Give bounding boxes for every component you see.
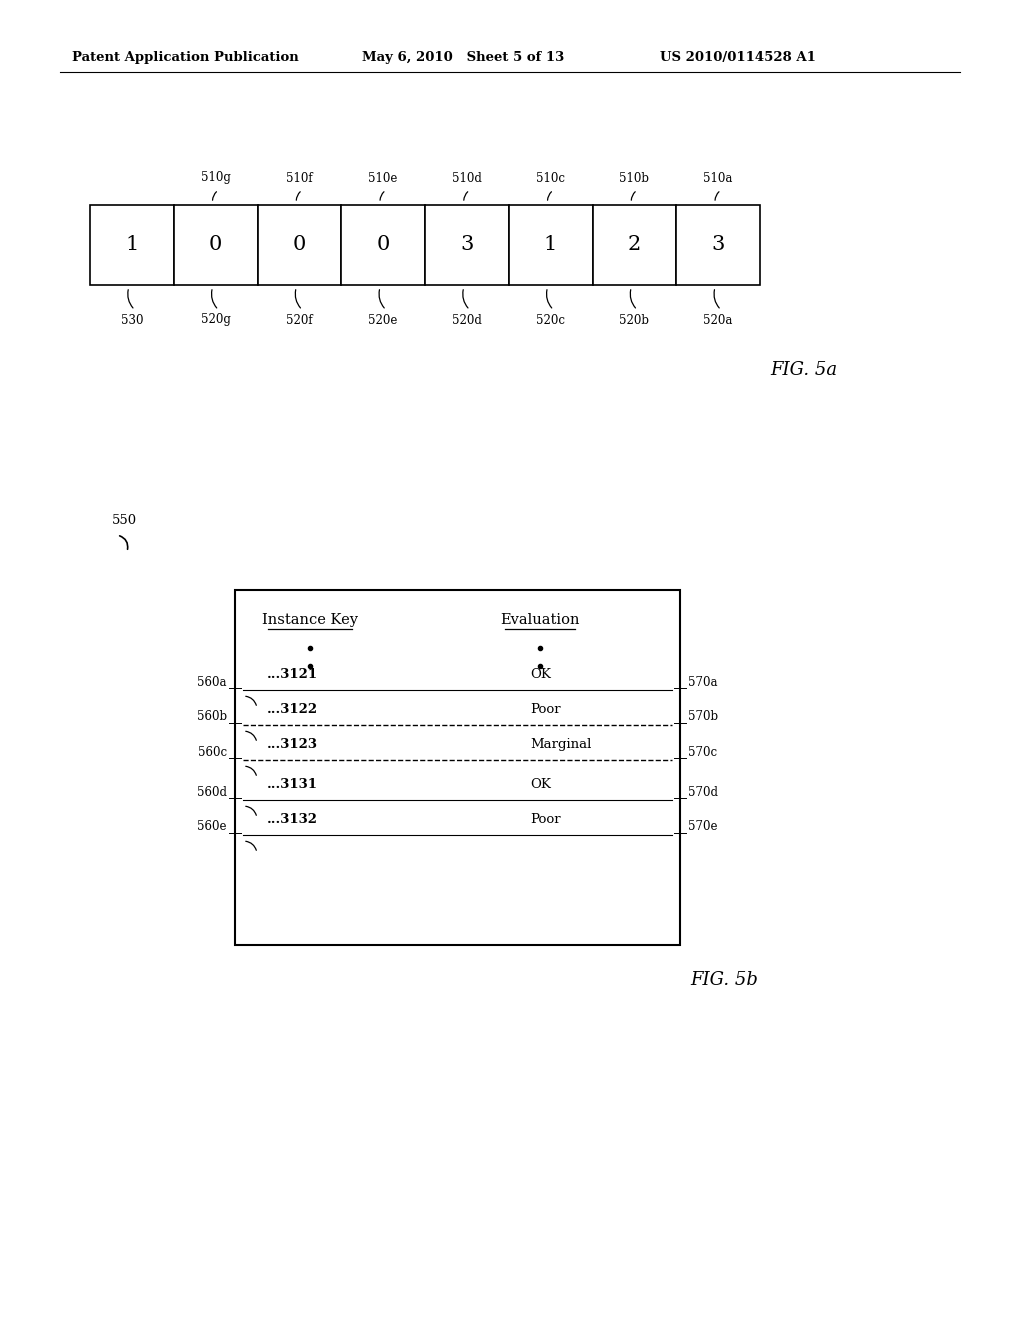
Text: 1: 1	[544, 235, 557, 255]
Text: Poor: Poor	[530, 813, 560, 826]
Text: 510e: 510e	[369, 172, 397, 185]
Text: OK: OK	[530, 777, 551, 791]
Bar	[425, 205, 509, 285]
Text: 510g: 510g	[201, 172, 230, 185]
Text: Patent Application Publication: Patent Application Publication	[72, 51, 299, 65]
Text: 570a: 570a	[688, 676, 718, 689]
Text: Marginal: Marginal	[530, 738, 592, 751]
Text: 520d: 520d	[452, 314, 482, 326]
Text: 0: 0	[209, 235, 222, 255]
Bar	[234, 590, 680, 945]
Bar	[174, 205, 257, 285]
Text: 520a: 520a	[703, 314, 733, 326]
Text: 570d: 570d	[688, 785, 718, 799]
Text: 570e: 570e	[688, 821, 718, 833]
Text: 520g: 520g	[201, 314, 230, 326]
Text: ...3121: ...3121	[267, 668, 318, 681]
Text: 550: 550	[112, 513, 137, 527]
Text: 3: 3	[712, 235, 725, 255]
Text: ...3123: ...3123	[267, 738, 318, 751]
Bar	[257, 205, 341, 285]
Text: Instance Key: Instance Key	[262, 612, 358, 627]
Text: 520f: 520f	[286, 314, 312, 326]
Text: 570b: 570b	[688, 710, 718, 723]
Text: FIG. 5a: FIG. 5a	[770, 360, 838, 379]
Text: 510f: 510f	[286, 172, 312, 185]
Text: 1: 1	[125, 235, 138, 255]
Text: US 2010/0114528 A1: US 2010/0114528 A1	[660, 51, 816, 65]
Text: 560d: 560d	[197, 785, 227, 799]
Text: 520c: 520c	[537, 314, 565, 326]
Text: 510c: 510c	[537, 172, 565, 185]
Text: 560b: 560b	[197, 710, 227, 723]
Text: 3: 3	[460, 235, 473, 255]
Text: 530: 530	[121, 314, 143, 326]
Text: 570c: 570c	[688, 746, 717, 759]
Text: ...3131: ...3131	[267, 777, 318, 791]
Text: 510b: 510b	[620, 172, 649, 185]
Text: 2: 2	[628, 235, 641, 255]
Text: 0: 0	[377, 235, 390, 255]
Text: 510a: 510a	[703, 172, 733, 185]
Bar	[593, 205, 676, 285]
Text: ...3132: ...3132	[267, 813, 318, 826]
Bar	[509, 205, 593, 285]
Text: 560a: 560a	[198, 676, 227, 689]
Bar	[676, 205, 760, 285]
Text: 560c: 560c	[198, 746, 227, 759]
Bar	[341, 205, 425, 285]
Text: 510d: 510d	[452, 172, 482, 185]
Text: 560e: 560e	[198, 821, 227, 833]
Text: 0: 0	[293, 235, 306, 255]
Text: FIG. 5b: FIG. 5b	[690, 972, 758, 989]
Text: Evaluation: Evaluation	[501, 612, 580, 627]
Text: 520e: 520e	[369, 314, 397, 326]
Text: OK: OK	[530, 668, 551, 681]
Bar	[90, 205, 174, 285]
Text: Poor: Poor	[530, 704, 560, 715]
Text: May 6, 2010   Sheet 5 of 13: May 6, 2010 Sheet 5 of 13	[362, 51, 564, 65]
Text: ...3122: ...3122	[267, 704, 318, 715]
Text: 520b: 520b	[620, 314, 649, 326]
